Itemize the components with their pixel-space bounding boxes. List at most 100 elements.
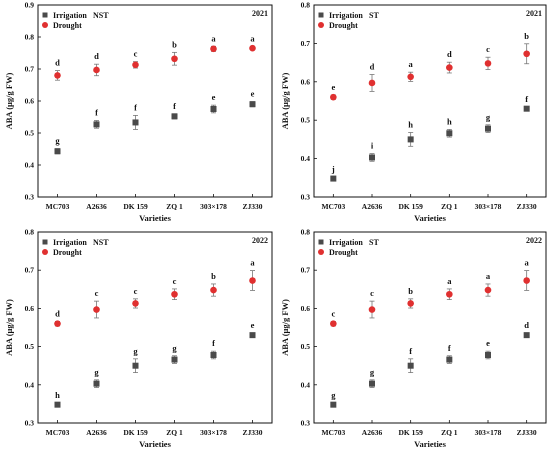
data-point-drought [368,79,376,87]
panel-title: 2022 [526,236,542,245]
y-tick-label: 0.5 [301,342,311,351]
significance-label: b [172,39,177,49]
significance-label: h [447,116,452,126]
y-tick-label: 0.6 [25,304,35,313]
y-tick-label: 0.7 [301,266,311,275]
significance-label: i [371,141,374,151]
y-tick-label: 0.3 [301,193,311,202]
data-point-irrigation [93,380,100,387]
significance-label: g [133,346,138,356]
y-axis-title: ABA (μg/g FW) [280,299,290,356]
significance-label: f [134,102,137,112]
y-tick-label: 0.5 [25,342,35,351]
plot-frame [313,4,547,198]
data-point-drought [484,286,492,294]
significance-label: g [370,367,375,377]
data-point-irrigation [210,106,217,112]
significance-label: c [331,308,335,318]
y-tick-label: 0.5 [301,116,311,125]
significance-label: c [134,286,138,296]
data-point-irrigation [54,148,61,155]
data-point-drought [523,50,530,58]
data-point-irrigation [485,352,491,359]
y-tick-label: 0.7 [25,65,35,74]
x-axis-title: Varieties [139,213,171,223]
data-point-drought [484,60,492,67]
data-point-drought [407,73,414,81]
chart-panel-3: 0.3 0.4 0.5 0.6 0.7 0.8 MC703 A2636 DK 159 ZQ 1 30… [4,228,273,449]
data-point-drought [132,61,139,69]
data-point-irrigation [171,113,178,120]
y-tick-label: 0.4 [301,380,311,389]
data-point-drought [93,306,100,313]
legend-marker-irrigation [42,239,48,245]
y-tick-label: 0.4 [25,161,35,170]
data-point-drought [249,44,256,52]
data-point-irrigation [93,121,100,128]
y-tick-label: 0.9 [25,1,35,10]
significance-label: g [55,136,60,146]
significance-label: f [95,108,98,118]
y-tick-label: 0.4 [25,380,35,389]
x-tick-label: A2636 [86,202,107,211]
x-tick-label: ZJ330 [242,202,262,211]
significance-label: a [486,271,491,281]
significance-label: d [447,49,452,59]
significance-label: a [525,258,530,268]
data-point-drought [249,277,256,284]
significance-label: f [525,94,528,104]
significance-label: e [251,89,255,99]
data-point-irrigation [369,380,375,387]
significance-label: a [250,33,255,43]
legend-marker-irrigation [42,12,48,18]
panel-subtitle: NST [93,238,109,247]
x-tick-label: 303×178 [475,202,502,211]
y-tick-label: 0.6 [301,77,311,86]
panel-title: 2021 [252,9,268,18]
significance-label: c [486,44,490,54]
y-axis-title: ABA (μg/g FW) [280,72,290,129]
legend-label-drought: Drought [53,248,82,257]
panel-title: 2021 [526,9,542,18]
chart-panel-2: 0.3 0.4 0.5 0.6 0.7 0.8 MC703 A2636 DK 159 ZQ 1 30… [280,1,547,223]
x-tick-label: MC703 [321,202,345,211]
x-tick-label: 303×178 [200,428,227,437]
data-point-irrigation [330,175,337,182]
legend-marker-irrigation [318,12,324,18]
significance-label: c [370,288,374,298]
panel-subtitle: NST [93,11,109,20]
significance-label: h [408,119,413,129]
data-point-drought [132,300,139,307]
data-point-irrigation [171,356,178,363]
x-tick-label: ZJ330 [517,202,537,211]
data-point-irrigation [523,332,530,339]
legend-marker-drought [318,249,324,255]
significance-label: g [331,390,336,400]
legend-label-drought: Drought [329,21,358,30]
significance-label: d [55,58,60,68]
legend-marker-drought [42,22,48,28]
data-point-drought [330,320,337,327]
legend-marker-drought [42,249,48,255]
data-point-drought [54,72,61,79]
data-point-drought [368,306,376,313]
y-tick-label: 0.3 [25,193,35,202]
significance-label: c [95,288,99,298]
x-axis-title: Varieties [414,213,446,223]
data-point-drought [171,290,178,298]
chart-panel-1: 0.3 0.4 0.5 0.6 0.7 0.8 0.9 MC703 A2636 DK 159 ZQ … [4,1,273,223]
y-tick-label: 0.3 [301,419,311,428]
x-tick-label: MC703 [46,428,70,437]
y-tick-label: 0.5 [25,129,35,138]
x-tick-label: ZQ 1 [166,428,183,437]
x-tick-label: MC703 [46,202,70,211]
x-tick-label: ZQ 1 [441,428,458,437]
data-point-irrigation [446,130,453,137]
x-tick-label: ZQ 1 [166,202,183,211]
data-point-irrigation [249,332,256,339]
panel-subtitle: ST [369,238,379,247]
significance-label: d [524,320,529,330]
x-tick-label: DK 159 [398,202,423,211]
x-tick-label: 303×178 [475,428,502,437]
